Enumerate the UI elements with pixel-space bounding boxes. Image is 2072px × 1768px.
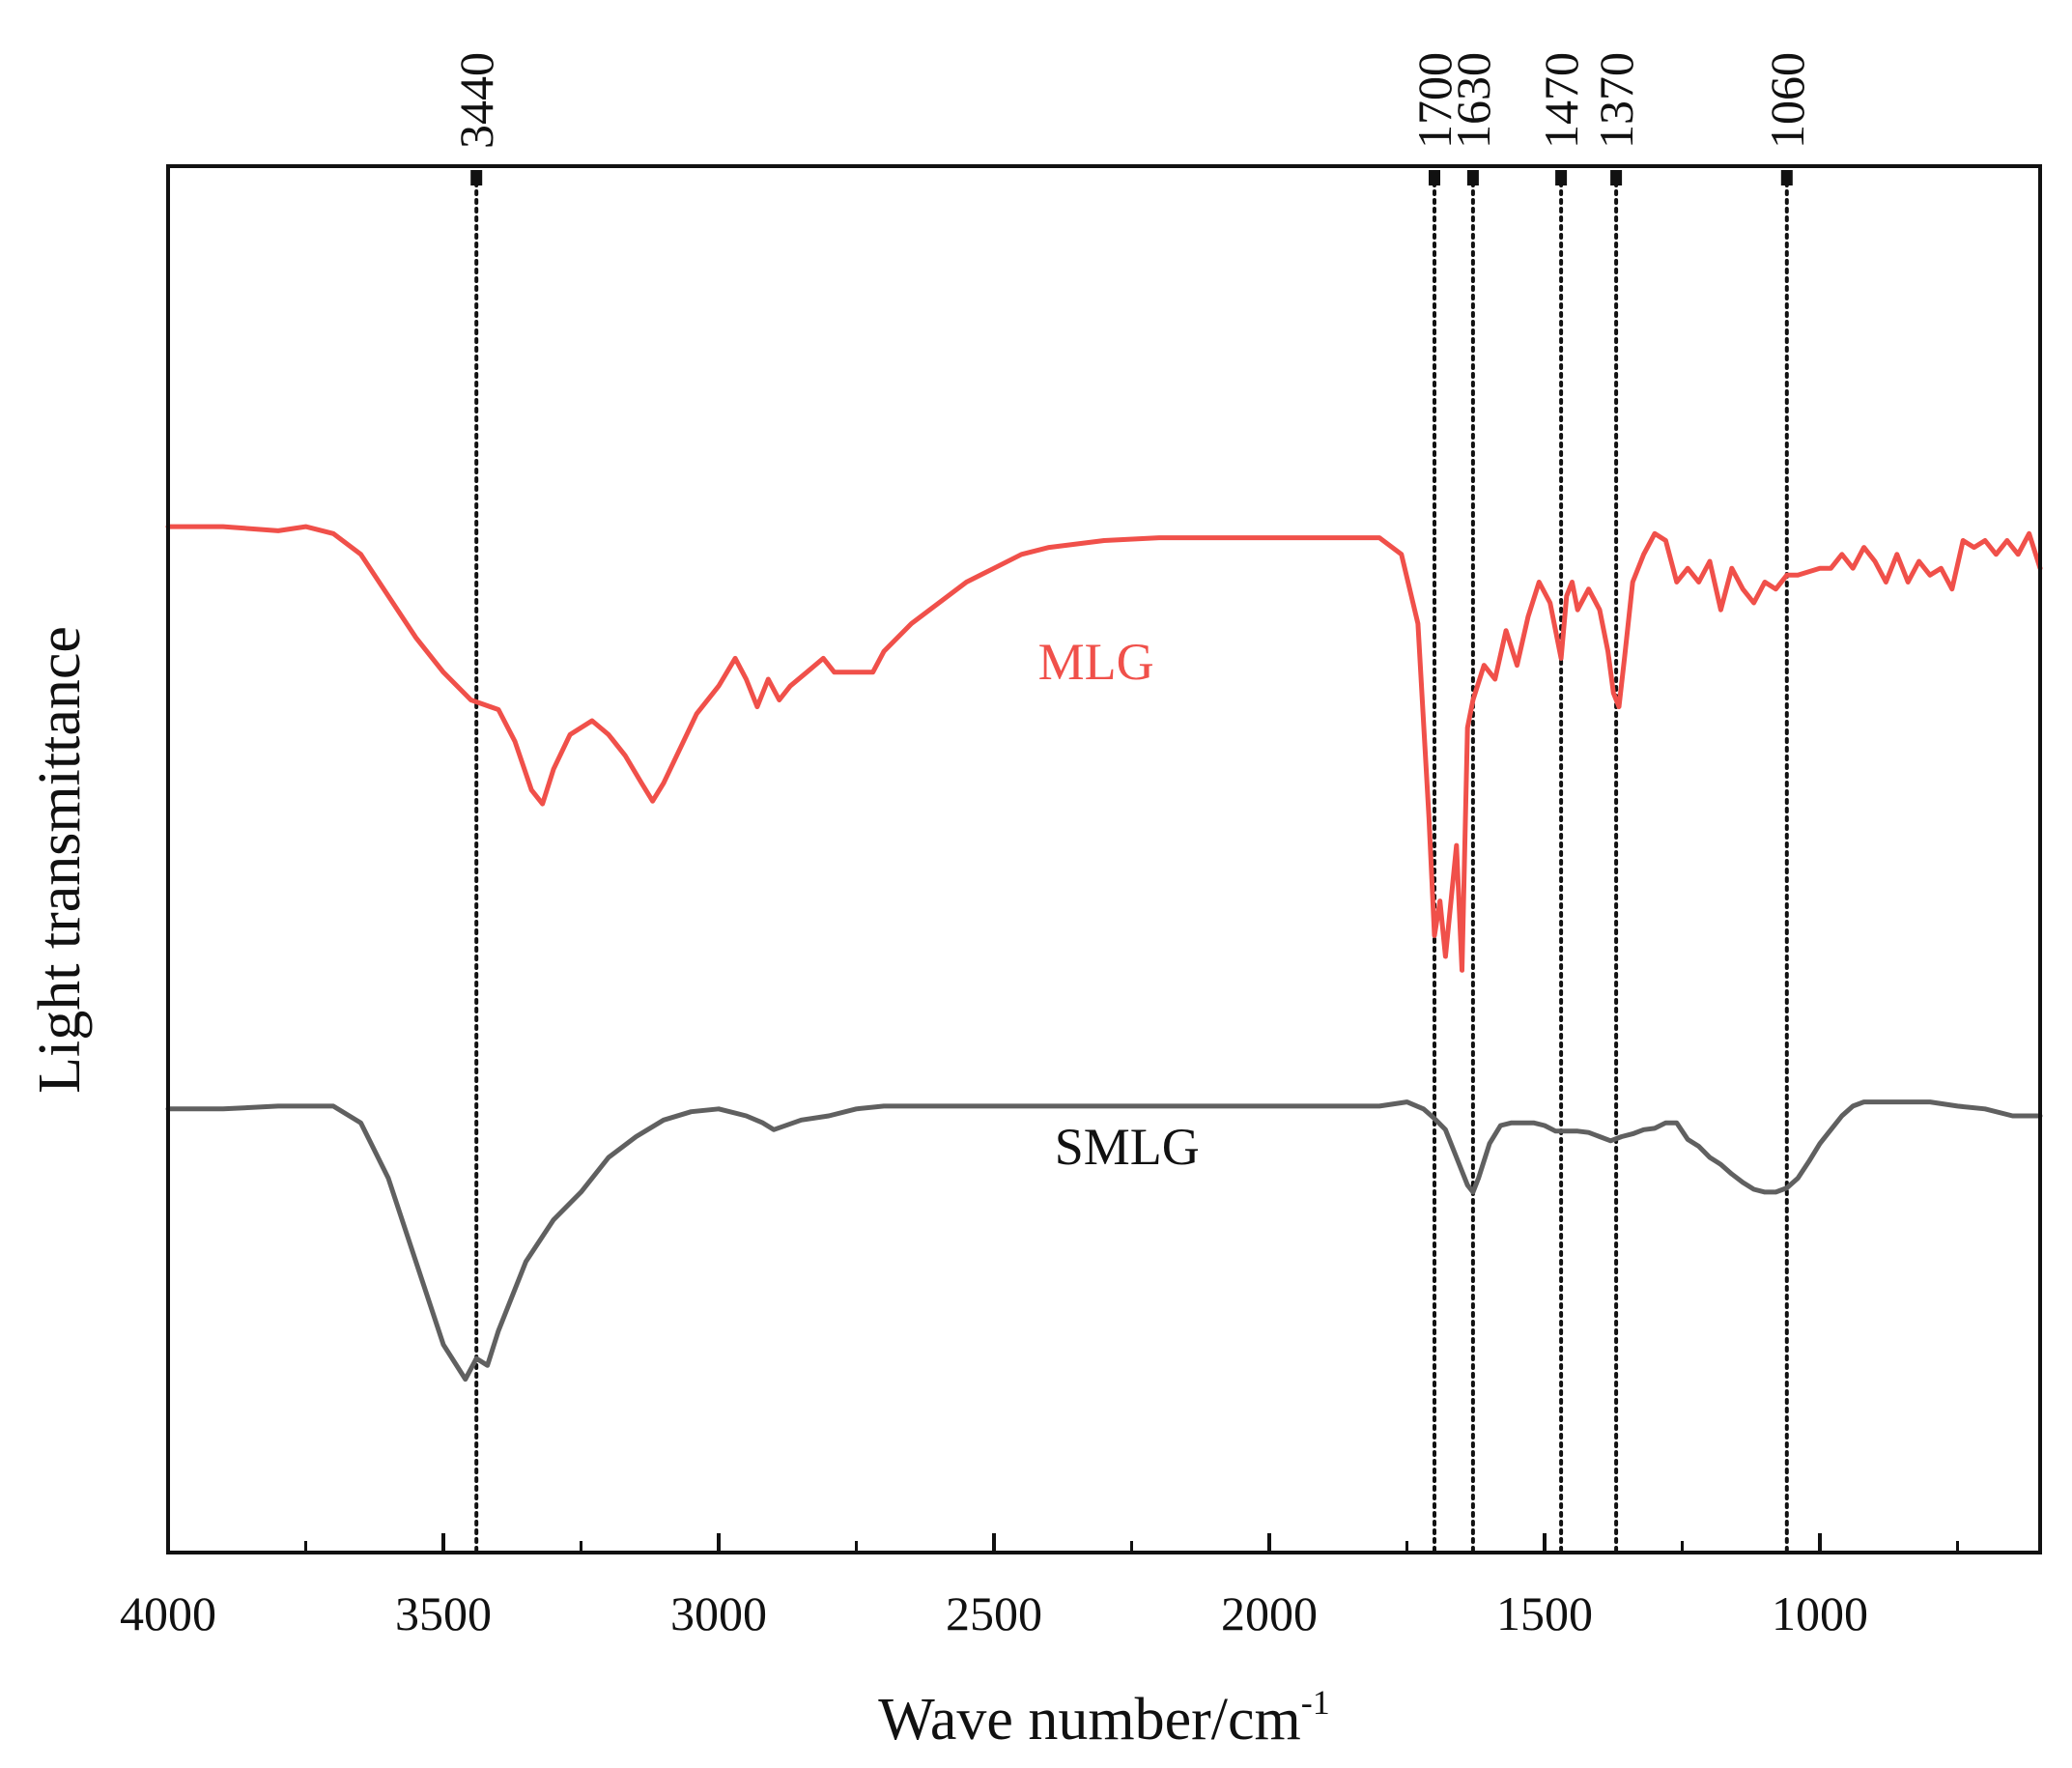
x-axis-title-main: Wave number/cm [878, 1687, 1300, 1753]
x-tick-label-2500: 2500 [946, 1586, 1042, 1640]
peak-marker-1700 [1429, 170, 1440, 185]
x-tick-label-4000: 4000 [120, 1586, 216, 1640]
plot-frame [166, 164, 2042, 1554]
x-axis-title-superscript: -1 [1301, 1683, 1330, 1722]
x-axis-title: Wave number/cm-1 [878, 1683, 1329, 1753]
x-tick-label-2000: 2000 [1221, 1586, 1318, 1640]
x-ticks-layer: 4000 3500 3000 2500 2000 1500 1000 [120, 1533, 1959, 1640]
series-line-smlg [165, 1099, 2043, 1383]
peak-marker-1370 [1610, 170, 1623, 185]
peak-label-1370: 1370 [1589, 52, 1643, 149]
peak-lines-layer [474, 172, 1789, 1554]
peak-marker-1470 [1555, 170, 1568, 185]
series-label-smlg: SMLG [1055, 1118, 1200, 1176]
x-tick-label-3500: 3500 [395, 1586, 492, 1640]
series-labels-layer: MLG SMLG [1038, 633, 1200, 1176]
series-layer [165, 524, 2043, 1383]
peak-marker-1630 [1466, 170, 1479, 185]
peak-label-1700: 1700 [1407, 52, 1462, 149]
peak-label-1470: 1470 [1534, 52, 1588, 149]
peak-label-1060: 1060 [1760, 52, 1814, 149]
x-tick-label-3000: 3000 [670, 1586, 767, 1640]
y-axis-title: Light transmittance [27, 626, 93, 1094]
x-tick-label-1500: 1500 [1496, 1586, 1593, 1640]
peak-marker-1060 [1780, 170, 1793, 185]
peak-label-3440: 3440 [449, 52, 503, 149]
x-tick-label-1000: 1000 [1772, 1586, 1868, 1640]
peak-marker-3440 [470, 170, 483, 185]
peak-label-1630: 1630 [1446, 52, 1500, 149]
series-line-mlg [165, 524, 2043, 973]
series-label-mlg: MLG [1038, 633, 1154, 691]
